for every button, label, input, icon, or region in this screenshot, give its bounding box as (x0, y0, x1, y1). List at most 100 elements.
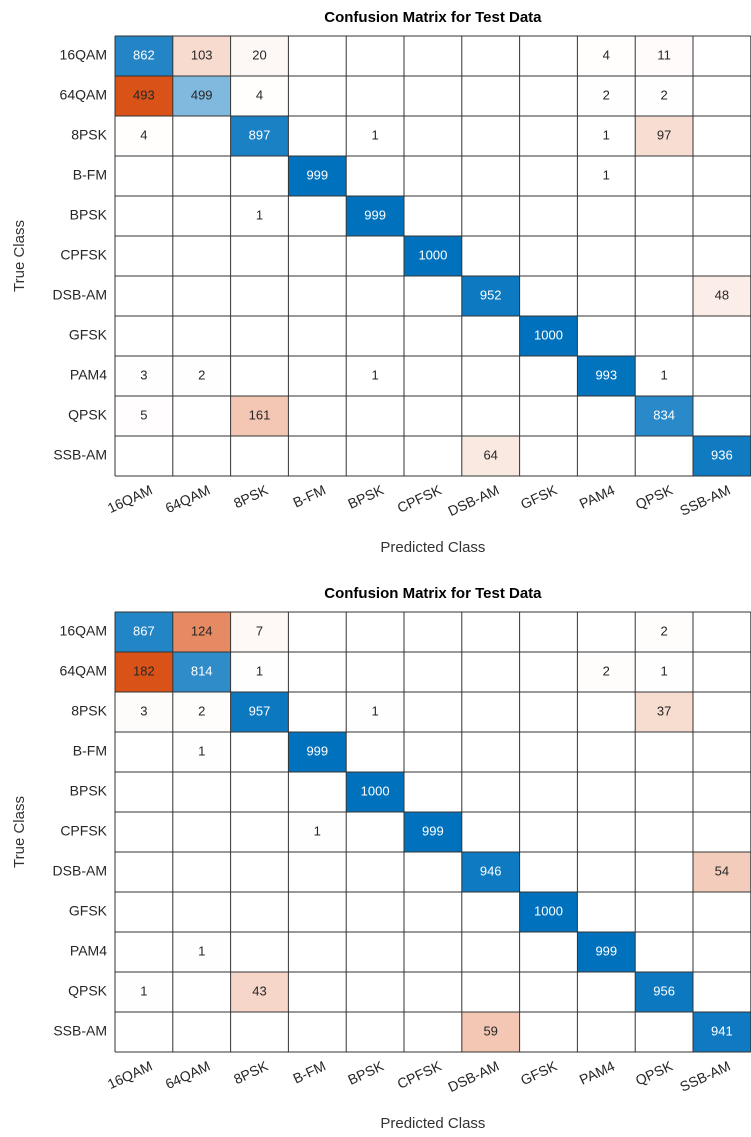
empty-cell (115, 316, 173, 356)
empty-cell (693, 116, 751, 156)
empty-cell (115, 772, 173, 812)
cell-label: 834 (653, 407, 675, 422)
empty-cell (635, 812, 693, 852)
cell (346, 116, 404, 156)
cell (577, 356, 636, 396)
y-tick-label: 16QAM (60, 47, 107, 63)
empty-cell (693, 396, 751, 436)
empty-cell (519, 732, 578, 772)
empty-cell (577, 892, 636, 932)
empty-cell (172, 772, 231, 812)
y-tick-label: SSB-AM (53, 1023, 107, 1039)
cell-label: 957 (249, 703, 271, 718)
cell-label: 941 (711, 1023, 733, 1038)
empty-cell (172, 852, 231, 892)
empty-cell (288, 356, 347, 396)
empty-cell (461, 652, 520, 692)
empty-cell (635, 196, 693, 236)
cell-label: 999 (595, 943, 617, 958)
y-tick-label: QPSK (68, 983, 108, 999)
empty-cell (115, 892, 173, 932)
x-tick-label: 8PSK (231, 481, 271, 511)
empty-cell (577, 692, 636, 732)
empty-cell (172, 196, 231, 236)
empty-cell (172, 276, 231, 316)
empty-cell (115, 276, 173, 316)
empty-cell (635, 892, 693, 932)
empty-cell (577, 972, 636, 1012)
empty-cell (519, 276, 578, 316)
cell (115, 116, 173, 156)
cell-label: 1 (371, 367, 378, 382)
cell (230, 396, 289, 436)
empty-cell (288, 36, 347, 76)
y-tick-label: PAM4 (70, 943, 107, 959)
cell-label: 1 (603, 127, 610, 142)
cell (230, 116, 289, 156)
empty-cell (288, 316, 347, 356)
y-tick-label: 64QAM (60, 663, 107, 679)
empty-cell (288, 892, 347, 932)
x-tick-label: QPSK (633, 1057, 676, 1088)
cell-label: 2 (603, 87, 610, 102)
empty-cell (635, 156, 693, 196)
empty-cell (230, 812, 289, 852)
empty-cell (461, 36, 520, 76)
cell (693, 276, 751, 316)
empty-cell (404, 852, 462, 892)
cell (577, 932, 636, 972)
empty-cell (288, 972, 347, 1012)
empty-cell (693, 692, 751, 732)
empty-cell (288, 692, 347, 732)
cell (288, 732, 347, 772)
cell (230, 652, 289, 692)
empty-cell (288, 852, 347, 892)
empty-cell (693, 972, 751, 1012)
x-axis-label: Predicted Class (380, 1115, 485, 1132)
cell-label: 1000 (534, 903, 563, 918)
empty-cell (346, 36, 404, 76)
cell-label: 1 (140, 983, 147, 998)
empty-cell (635, 1012, 693, 1052)
cell-label: 1 (256, 207, 263, 222)
cell-label: 20 (252, 47, 266, 62)
empty-cell (346, 276, 404, 316)
empty-cell (404, 772, 462, 812)
cell (577, 76, 636, 116)
x-tick-label: DSB-AM (445, 1058, 501, 1096)
empty-cell (115, 1012, 173, 1052)
cell (693, 852, 751, 892)
empty-cell (346, 852, 404, 892)
x-tick-label: BPSK (345, 1057, 386, 1088)
empty-cell (172, 892, 231, 932)
x-tick-label: GFSK (518, 481, 560, 512)
cell-label: 4 (603, 47, 610, 62)
cell-label: 97 (657, 127, 671, 142)
empty-cell (693, 652, 751, 692)
cell (230, 972, 289, 1012)
y-tick-label: GFSK (69, 903, 108, 919)
cell-label: 3 (140, 367, 147, 382)
cell-label: 48 (715, 287, 729, 302)
cell (172, 732, 231, 772)
empty-cell (461, 972, 520, 1012)
x-tick-label: 64QAM (163, 1058, 213, 1093)
empty-cell (172, 236, 231, 276)
x-tick-label: 8PSK (231, 1057, 271, 1087)
empty-cell (288, 236, 347, 276)
cell (346, 196, 404, 236)
cell-label: 2 (660, 87, 667, 102)
y-tick-label: GFSK (69, 327, 108, 343)
cell-label: 499 (191, 87, 213, 102)
x-tick-label: PAM4 (577, 481, 618, 511)
empty-cell (577, 196, 636, 236)
cell-label: 1 (371, 703, 378, 718)
y-axis-label: True Class (11, 796, 28, 868)
y-tick-label: B-FM (73, 743, 107, 759)
empty-cell (172, 812, 231, 852)
empty-cell (230, 1012, 289, 1052)
y-tick-label: 16QAM (60, 623, 107, 639)
empty-cell (404, 196, 462, 236)
empty-cell (461, 156, 520, 196)
